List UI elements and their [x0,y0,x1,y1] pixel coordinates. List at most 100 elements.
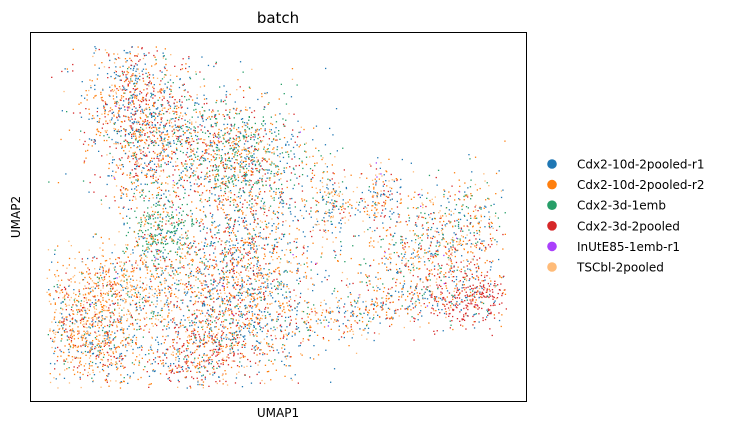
point-2835 [240,258,242,260]
point-4511 [126,374,129,376]
point-1862 [197,155,199,157]
point-3019 [269,177,271,179]
point-3547 [121,309,123,311]
point-2391 [237,230,239,232]
point-4390 [57,355,59,358]
point-1780 [268,102,270,104]
point-1820 [181,127,183,130]
point-4734 [100,345,102,347]
point-3026 [237,256,240,258]
point-3141 [123,222,125,225]
point-1513 [329,153,332,155]
point-4598 [88,363,90,365]
point-1207 [143,147,145,149]
point-2096 [283,125,285,127]
point-3504 [164,282,166,284]
point-2457 [274,139,277,141]
point-4647 [85,337,87,339]
point-348 [147,92,149,94]
point-1971 [169,107,171,109]
point-2191 [199,340,201,342]
point-3210 [140,230,143,232]
point-4201 [85,342,87,344]
point-3369 [123,252,125,254]
point-2226 [216,205,218,207]
point-873 [174,191,176,193]
point-2761 [248,238,250,240]
point-540 [206,117,209,119]
point-3803 [56,291,58,293]
point-2778 [199,321,201,324]
point-3874 [89,272,91,275]
point-2882 [263,282,265,284]
point-1790 [246,201,248,203]
point-797 [129,57,131,60]
point-3893 [76,313,78,315]
point-3460 [150,227,152,229]
point-1322 [212,166,214,168]
point-1819 [215,158,217,160]
point-2000 [261,180,263,183]
point-4752 [73,334,75,337]
point-913 [134,97,136,99]
point-2750 [257,223,259,225]
point-2931 [234,244,236,246]
point-1397 [263,148,265,150]
point-1277 [179,78,181,80]
point-1344 [269,151,271,153]
point-2205 [235,325,238,327]
point-826 [142,96,144,99]
point-1058 [131,183,133,185]
point-4396 [63,318,65,320]
point-2849 [226,214,228,216]
point-1035 [134,113,136,115]
point-393 [141,48,143,50]
point-377 [168,122,170,124]
point-740 [148,82,150,84]
point-1957 [280,83,282,85]
point-1651 [242,175,244,177]
point-4047 [89,287,91,290]
point-634 [120,185,123,188]
point-902 [120,99,122,101]
point-3345 [176,228,178,230]
point-1350 [168,175,170,177]
point-2964 [271,225,273,227]
point-21 [174,99,176,101]
point-1301 [199,200,201,202]
point-961 [123,92,125,94]
point-756 [145,108,148,110]
point-3863 [171,271,174,273]
point-1517 [282,191,284,194]
point-3255 [139,229,141,231]
point-1778 [223,166,225,169]
point-1036 [137,78,139,80]
point-2648 [278,266,280,269]
point-3588 [124,268,126,270]
point-548 [112,159,114,161]
point-748 [143,121,145,123]
point-4935 [209,304,211,307]
point-4339 [65,272,67,274]
point-508 [145,124,147,126]
point-1098 [104,113,106,115]
point-3484 [147,243,149,245]
point-2688 [266,353,268,355]
point-4883 [225,373,227,375]
point-1754 [223,123,225,126]
point-2851 [250,248,252,250]
point-1022 [121,164,123,166]
point-2041 [244,129,246,131]
point-1915 [217,186,219,188]
point-2567 [194,367,197,369]
point-1527 [239,86,241,88]
point-4846 [207,320,209,322]
point-4981 [218,340,220,342]
point-1627 [266,92,268,94]
point-3880 [151,285,153,288]
point-3780 [119,261,121,263]
point-2520 [218,203,220,205]
point-4878 [219,306,221,308]
point-2509 [206,176,208,178]
point-4487 [64,345,66,347]
